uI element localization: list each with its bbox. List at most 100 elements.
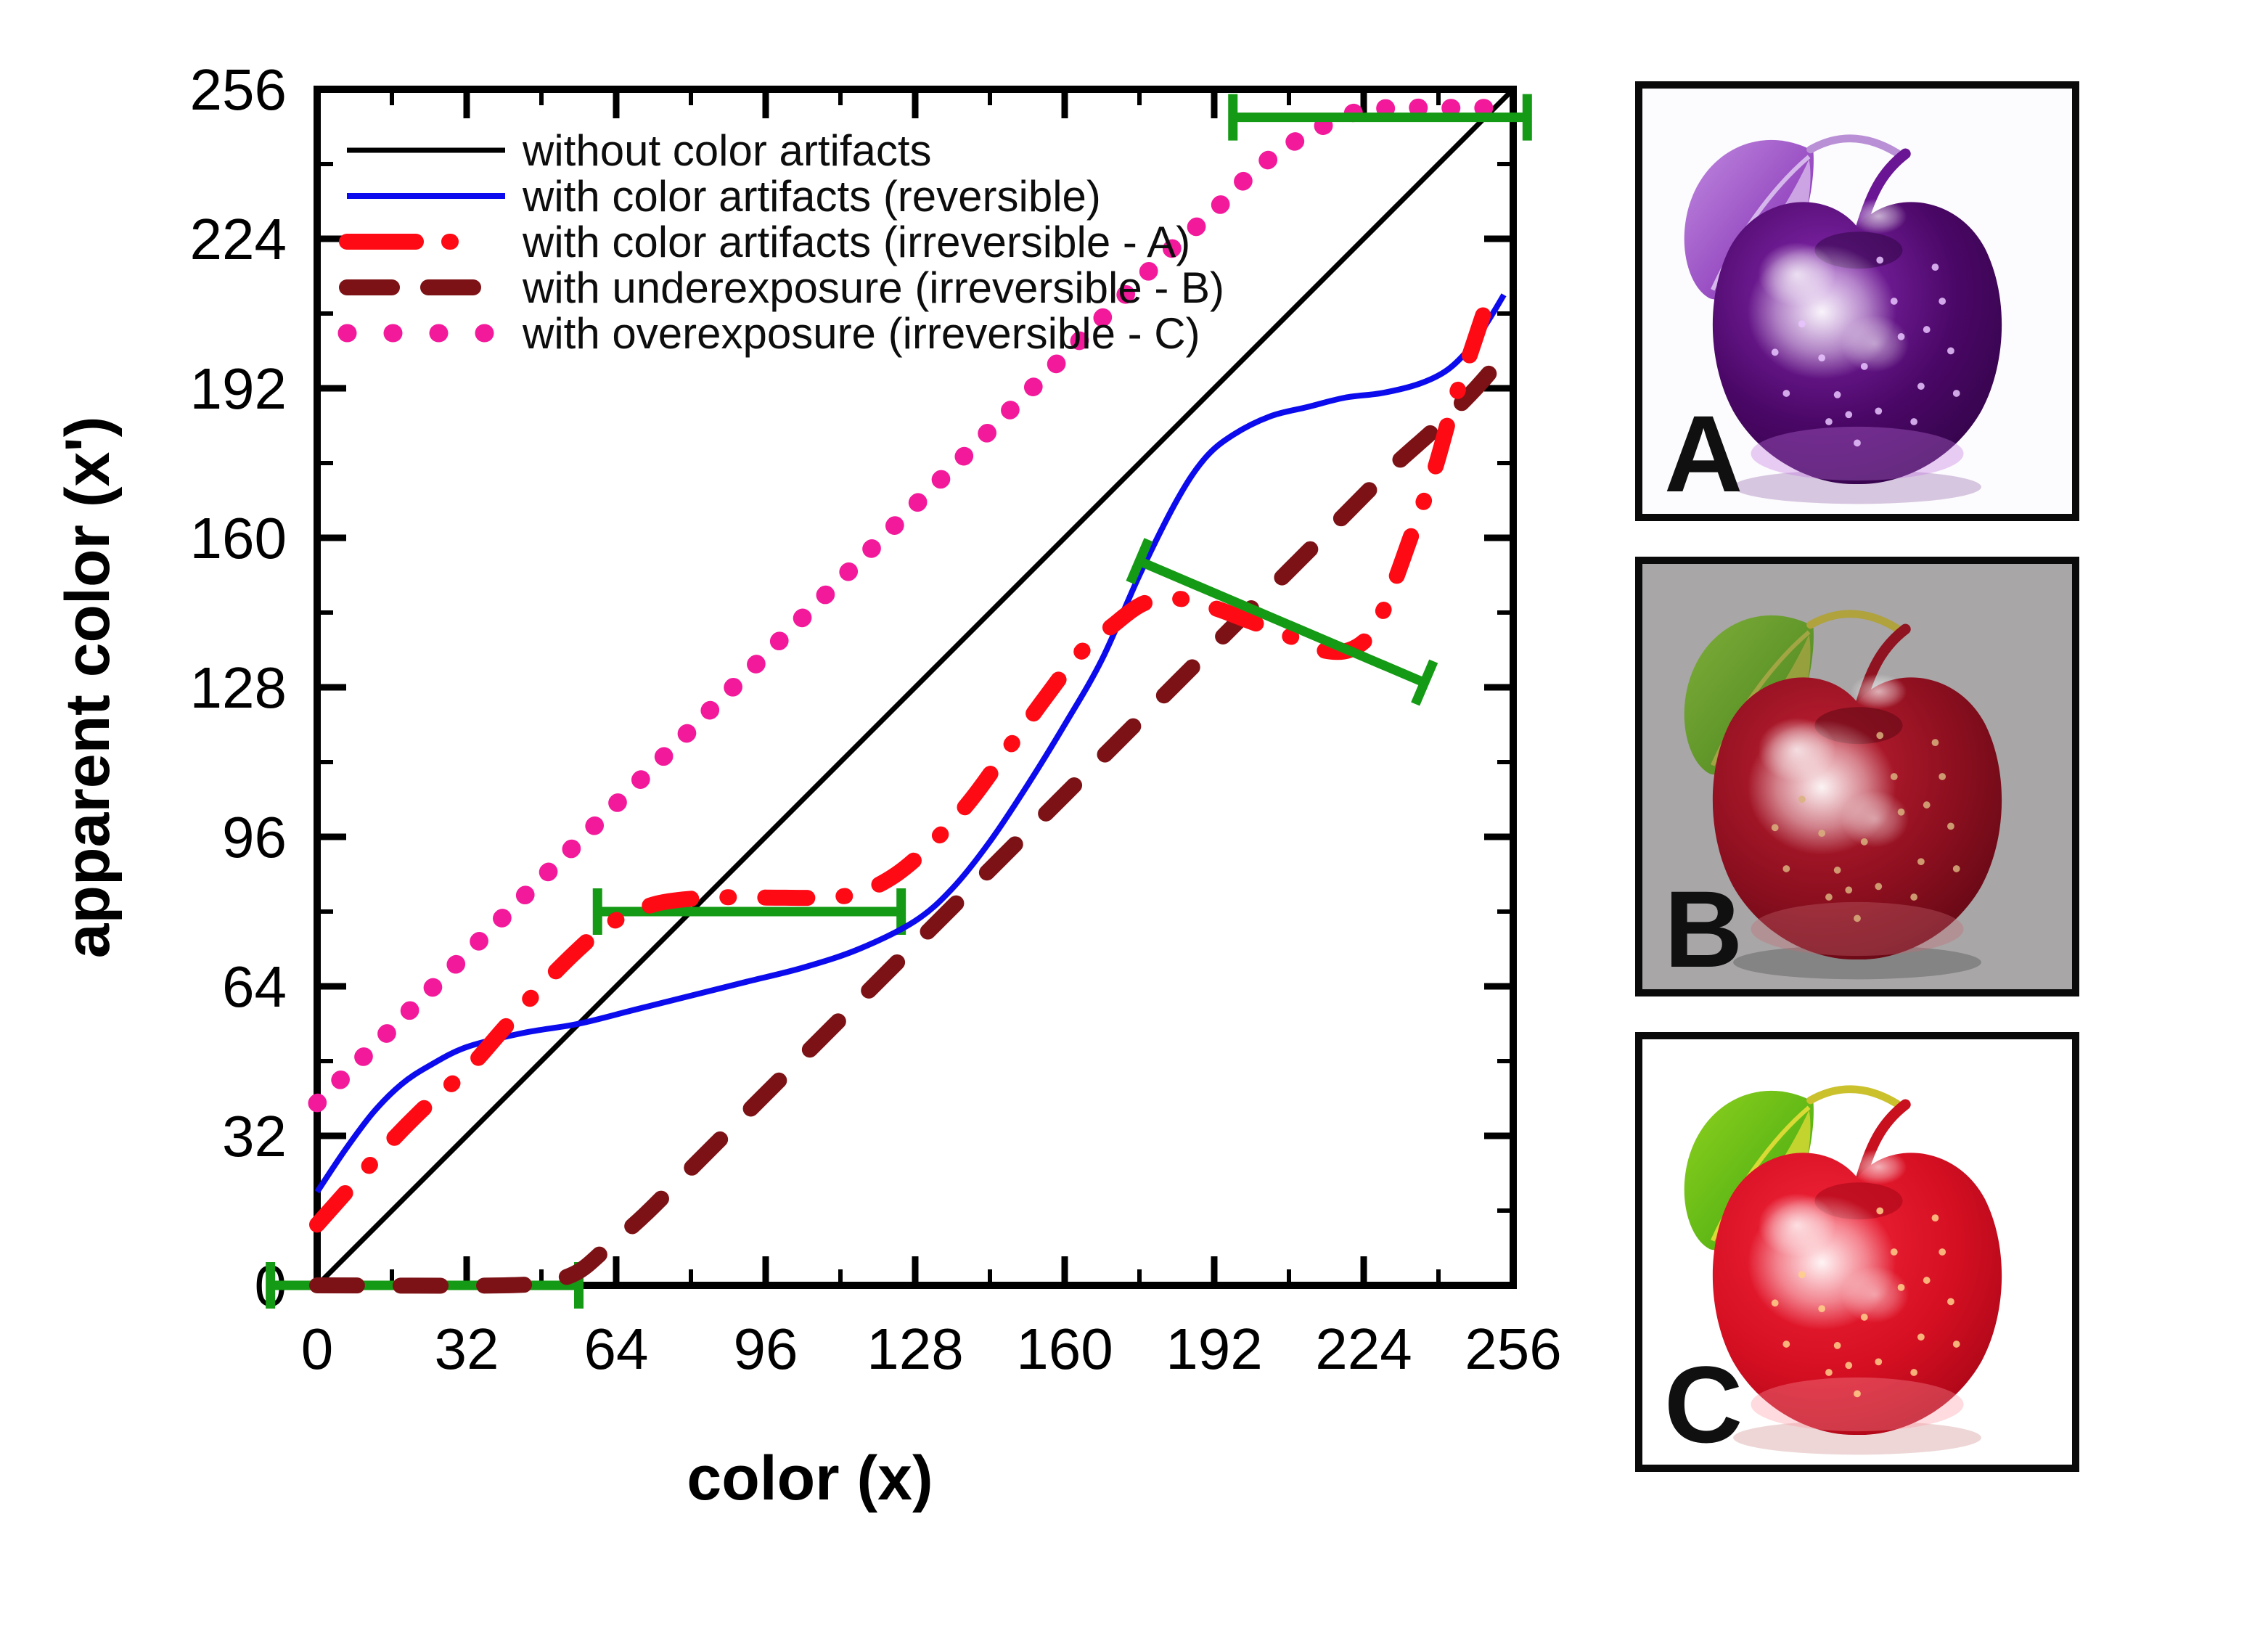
y-tick-label: 192 [190,356,287,421]
apple-speckle [1845,1362,1853,1370]
x-tick-label: 192 [1166,1317,1262,1381]
series-without-artifacts [315,87,1515,1288]
apple-highlight-right [1841,790,1909,848]
apple-speckle [1833,867,1841,874]
series-reversible [314,293,1507,1194]
legend-entry: with underexposure (irreversible - B) [339,263,1224,312]
apple-speckle [1939,1248,1946,1256]
apple-speckle [1931,739,1939,747]
y-tick-label: 128 [190,655,287,720]
apple-speckle [1771,348,1779,356]
x-tick-label: 256 [1465,1317,1561,1381]
apple-panel-a: A [1635,81,2079,521]
apple-speckle [1952,865,1960,872]
apple-speckle [1798,320,1806,328]
apple-highlight-small [1758,717,1836,782]
legend-label: with overexposure (irreversible - C) [522,309,1200,358]
x-tick-label: 224 [1315,1317,1412,1381]
legend-label: with underexposure (irreversible - B) [522,263,1224,312]
apple-speckle [1939,298,1946,305]
apple-illustration [1684,610,2002,980]
apple-leaf [1684,1090,1814,1251]
apple-image-a [1642,89,2072,514]
apple-highlight-right [1841,315,1909,372]
error-bar [1228,94,1532,141]
apple-speckle [1910,893,1918,901]
apple-bottom-glow [1751,1377,1964,1432]
y-tick-label: 32 [222,1104,287,1169]
apple-speckle [1818,354,1826,362]
x-tick-label: 128 [867,1317,963,1381]
apple-speckle [1818,830,1826,838]
apple-shadow [1733,470,1981,504]
apple-speckle [1845,886,1853,894]
apple-speckle [1876,732,1884,740]
y-tick-label: 256 [190,57,287,122]
x-tick-label: 64 [584,1317,649,1381]
apple-speckle [1890,1248,1898,1256]
apple-speckle [1931,263,1939,271]
apple-speckle [1825,1369,1833,1376]
apple-speckle [1771,824,1779,832]
panel-label-b: B [1664,868,1743,990]
y-tick-label: 64 [222,954,287,1019]
apple-highlight-small [1758,242,1836,306]
apple-speckle [1825,418,1833,425]
chart-canvas: 0326496128160192224256032649612816019222… [53,57,1562,1513]
legend-entry: with overexposure (irreversible - C) [337,309,1200,358]
legend-entry: with color artifacts (reversible) [347,172,1101,221]
apple-speckle [1771,1299,1779,1307]
series-underexposure [309,347,1512,1294]
error-bar [592,888,906,935]
apple-speckle [1825,893,1833,901]
apple-top-sheen [1850,198,1907,234]
x-tick-label: 160 [1016,1317,1113,1381]
x-tick-label: 0 [301,1317,334,1381]
apple-twig [1806,1085,1907,1112]
apple-speckle [1854,439,1861,447]
apple-panel-b: B [1635,557,2079,996]
error-bar [1126,538,1438,706]
apple-speckle [1952,1341,1960,1348]
y-tick-label: 96 [222,805,287,869]
apple-illustration [1684,134,2002,504]
apple-speckle [1833,1342,1841,1349]
apple-speckle [1947,822,1954,830]
apple-leaf [1684,615,1814,775]
apple-highlight-small [1758,1192,1836,1257]
apple-highlight-right [1841,1266,1909,1323]
x-axis-title: color (x) [687,1444,933,1513]
apple-speckle [1890,773,1898,780]
apple-speckle [1854,1390,1861,1398]
y-axis-title: apparent color (x') [53,417,123,959]
y-tick-label: 160 [190,506,287,570]
apple-speckle [1860,838,1868,846]
apple-twig [1806,134,1907,161]
apple-speckle [1875,407,1883,415]
apple-speckle [1854,914,1861,922]
apple-speckle [1923,801,1931,809]
apple-speckle [1917,382,1925,390]
legend-entry: without color artifacts [347,126,932,175]
apple-speckle [1917,1333,1925,1341]
apple-speckle [1923,326,1931,333]
apple-image-b [1642,564,2072,989]
apple-speckle [1798,795,1806,803]
apple-speckle [1931,1214,1939,1222]
apple-speckle [1939,773,1946,780]
apple-image-c [1642,1039,2072,1465]
color-transfer-chart: 0326496128160192224256032649612816019222… [53,57,1562,1513]
apple-twig [1806,610,1907,637]
apple-speckle [1897,808,1905,816]
legend-label: with color artifacts (irreversible - A) [522,218,1190,266]
panel-label-a: A [1664,393,1743,515]
legend-label: without color artifacts [522,126,932,175]
apple-speckle [1875,883,1883,891]
apple-top-sheen [1850,674,1907,710]
apple-speckle [1782,390,1790,397]
apple-speckle [1876,256,1884,264]
apple-shadow [1733,1420,1981,1455]
apple-bottom-glow [1751,426,1964,481]
apple-bottom-glow [1751,901,1964,957]
